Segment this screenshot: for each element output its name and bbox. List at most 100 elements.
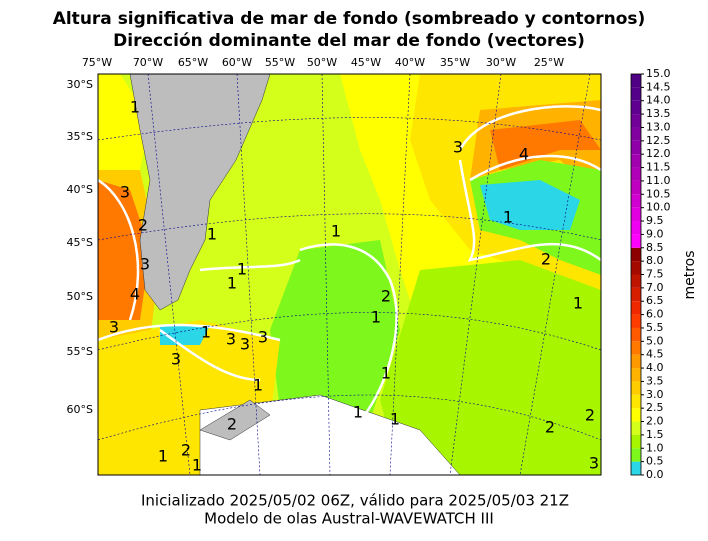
colorbar-segment <box>631 140 641 155</box>
colorbar-tick-label: 13.5 <box>646 107 671 120</box>
contour-label: 1 <box>371 308 381 327</box>
colorbar-tick-label: 14.0 <box>646 94 671 107</box>
contour-label: 1 <box>227 274 237 293</box>
title: Dirección dominante del mar de fondo (ve… <box>113 31 585 51</box>
lon-label: 45°W <box>351 56 381 69</box>
contour-label: 4 <box>519 145 529 164</box>
lon-label: 60°W <box>222 56 252 69</box>
title: Altura significativa de mar de fondo (so… <box>53 9 646 29</box>
colorbar-tick-label: 8.5 <box>646 241 664 254</box>
colorbar-segment <box>631 167 641 181</box>
contour-label: 2 <box>227 415 237 434</box>
map <box>98 74 601 475</box>
colorbar-segment <box>631 180 641 195</box>
colorbar-segment <box>631 448 641 462</box>
colorbar-tick-label: 0.5 <box>646 455 664 468</box>
lon-label: 25°W <box>534 56 564 69</box>
colorbar-tick-label: 6.5 <box>646 294 664 307</box>
map-frame <box>97 73 602 476</box>
lat-label: 60°S <box>67 403 93 416</box>
colorbar-segment <box>631 287 641 302</box>
colorbar-segment <box>631 87 641 101</box>
contour-label: 1 <box>158 447 168 466</box>
colorbar-segment <box>631 261 641 275</box>
colorbar-tick-label: 13.0 <box>646 120 671 133</box>
colorbar-segment <box>631 408 641 422</box>
colorbar-segment <box>631 327 641 342</box>
colorbar-tick-label: 9.0 <box>646 227 664 240</box>
contour-label: 3 <box>120 183 130 202</box>
colorbar-tick-label: 7.5 <box>646 268 664 281</box>
contour-label: 1 <box>381 364 391 383</box>
colorbar-tick-label: 5.0 <box>646 334 664 347</box>
colorbar-segment <box>631 207 641 222</box>
contour-label: 2 <box>541 250 551 269</box>
contour-label: 3 <box>240 335 250 354</box>
colorbar-segment <box>631 127 641 141</box>
colorbar-segment <box>631 154 641 168</box>
contour-label: 1 <box>353 403 363 422</box>
colorbar-tick-label: 12.0 <box>646 147 671 160</box>
colorbar-tick-label: 1.5 <box>646 428 664 441</box>
colorbar-tick-label: 9.5 <box>646 214 664 227</box>
contour-label: 1 <box>237 260 247 279</box>
colorbar-tick-label: 8.0 <box>646 254 664 267</box>
contour-label: 3 <box>258 328 268 347</box>
colorbar-tick-label: 11.0 <box>646 174 671 187</box>
lat-label: 50°S <box>67 290 93 303</box>
lat-label: 30°S <box>67 78 93 91</box>
lat-label: 40°S <box>67 183 93 196</box>
colorbar-tick-label: 15.0 <box>646 67 671 80</box>
colorbar-segment <box>631 421 641 435</box>
colorbar-label: metros <box>682 250 698 299</box>
colorbar-tick-label: 4.0 <box>646 361 664 374</box>
footer: Modelo de olas Austral-WAVEWATCH III <box>204 510 494 528</box>
contour-label: 3 <box>109 318 119 337</box>
colorbar-segment <box>631 114 641 128</box>
colorbar-tick-label: 0.0 <box>646 468 664 481</box>
lon-label: 30°W <box>486 56 516 69</box>
colorbar-segment <box>631 368 641 382</box>
colorbar-segment <box>631 394 641 409</box>
lon-label: 50°W <box>307 56 337 69</box>
contour-label: 2 <box>181 441 191 460</box>
colorbar-segment <box>631 354 641 369</box>
lon-label: 75°W <box>82 56 112 69</box>
lon-label: 35°W <box>440 56 470 69</box>
contour-label: 2 <box>545 418 555 437</box>
contour-label: 1 <box>207 225 217 244</box>
colorbar-tick-label: 2.0 <box>646 415 664 428</box>
contour-label: 3 <box>589 454 599 473</box>
contour-label: 4 <box>130 285 140 304</box>
colorbar-tick-label: 3.0 <box>646 388 664 401</box>
colorbar-tick-label: 2.5 <box>646 401 664 414</box>
colorbar-segment <box>631 314 641 328</box>
colorbar-tick-label: 12.5 <box>646 134 671 147</box>
lon-label: 65°W <box>178 56 208 69</box>
colorbar-tick-label: 7.0 <box>646 281 664 294</box>
lat-label: 55°S <box>67 345 93 358</box>
colorbar-tick-label: 14.5 <box>646 80 671 93</box>
lon-label: 70°W <box>133 56 163 69</box>
colorbar-tick-label: 11.5 <box>646 161 671 174</box>
contour-label: 2 <box>585 406 595 425</box>
colorbar-segment <box>631 74 641 88</box>
colorbar-tick-label: 10.5 <box>646 187 671 200</box>
colorbar-tick-label: 10.0 <box>646 201 671 214</box>
colorbar: 0.00.51.01.52.02.53.03.54.04.55.05.56.06… <box>630 67 698 481</box>
colorbar-segment <box>631 234 641 248</box>
contour-label: 3 <box>226 330 236 349</box>
lon-label: 40°W <box>395 56 425 69</box>
colorbar-tick-label: 4.5 <box>646 348 664 361</box>
contour-label: 1 <box>192 456 202 475</box>
colorbar-segment <box>631 381 641 395</box>
colorbar-tick-label: 1.0 <box>646 441 664 454</box>
colorbar-segment <box>631 274 641 288</box>
contour-label: 3 <box>140 255 150 274</box>
colorbar-segment <box>631 434 641 449</box>
contour-label: 1 <box>201 323 211 342</box>
colorbar-segment <box>631 194 641 208</box>
colorbar-segment <box>631 461 641 475</box>
colorbar-segment <box>631 100 641 115</box>
